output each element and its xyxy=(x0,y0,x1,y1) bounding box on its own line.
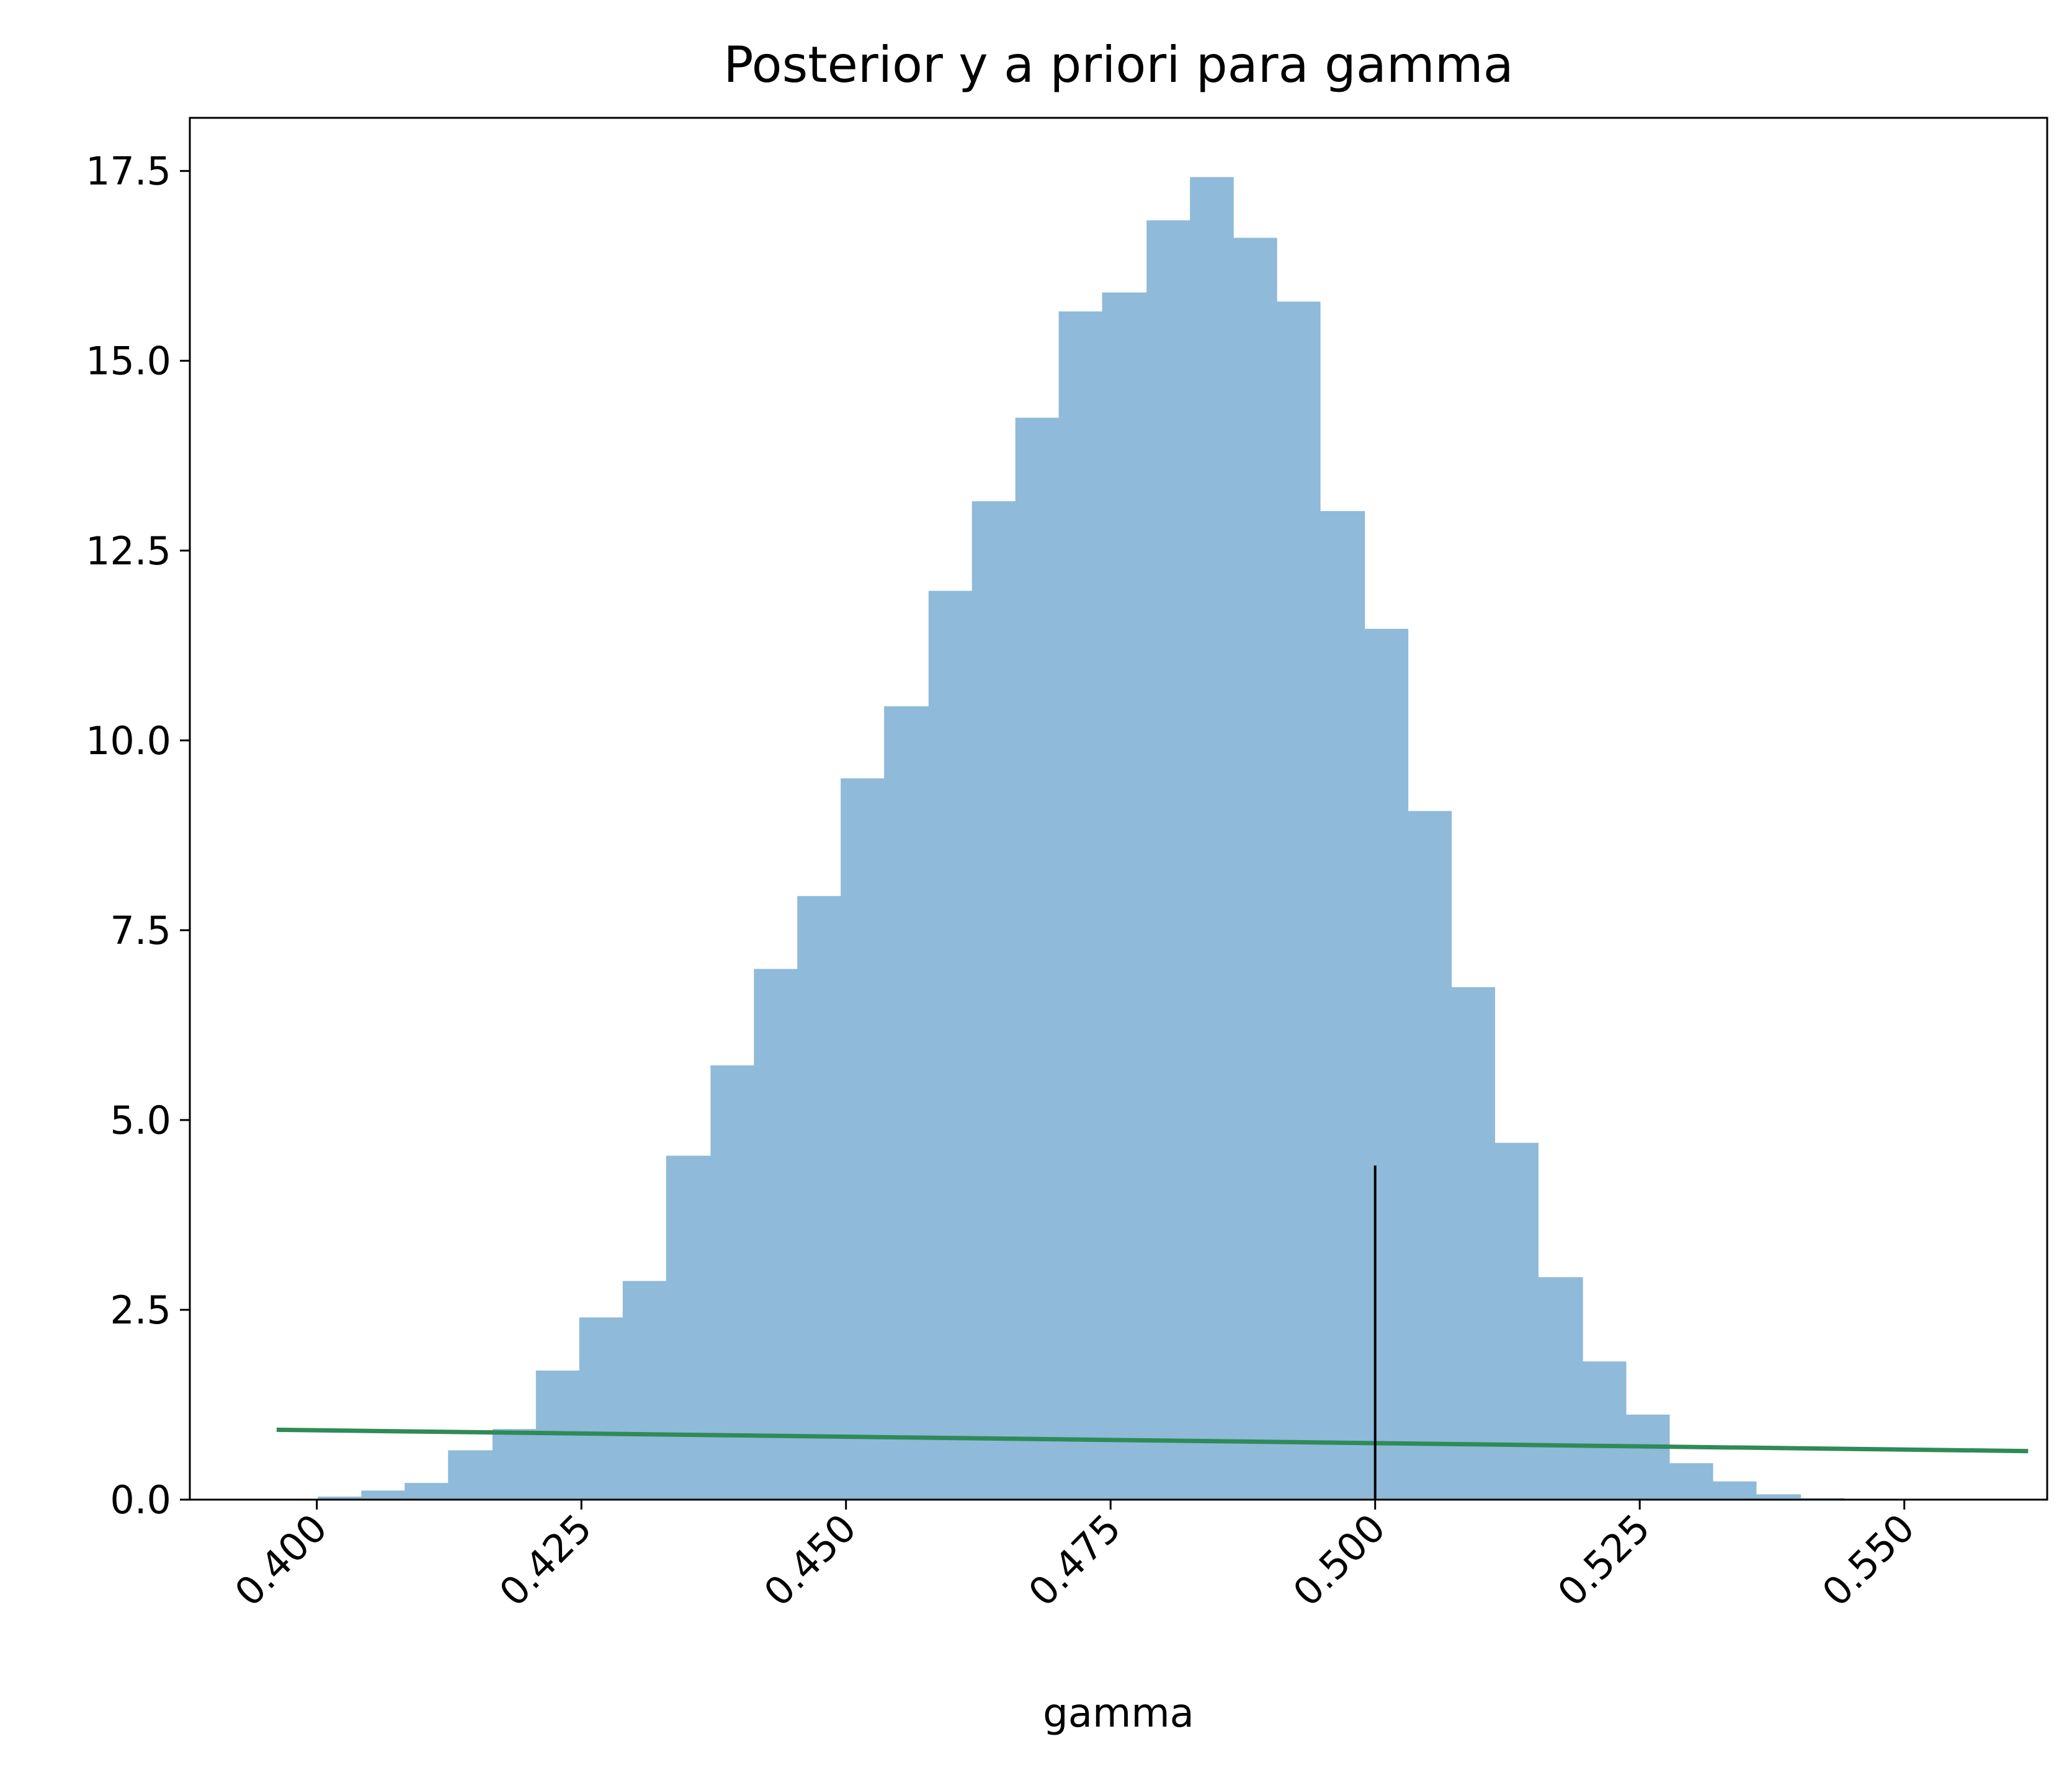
histogram-bar xyxy=(1408,811,1452,1500)
y-tick-label: 15.0 xyxy=(86,339,171,384)
y-tick-label: 17.5 xyxy=(86,149,171,194)
histogram-bar xyxy=(884,706,929,1500)
histogram-bar xyxy=(754,969,798,1500)
histogram-bar xyxy=(1015,417,1060,1500)
histogram-bar xyxy=(1712,1481,1757,1500)
prior-density-line xyxy=(276,1427,2029,1454)
histogram-bar xyxy=(710,1065,754,1500)
x-axis-label: gamma xyxy=(1043,1691,1194,1737)
histogram-bar xyxy=(1583,1361,1627,1500)
y-tick-label: 2.5 xyxy=(110,1288,171,1333)
histogram-bar xyxy=(971,501,1016,1500)
y-tick-label: 7.5 xyxy=(110,908,171,953)
histogram-bar xyxy=(1538,1277,1583,1500)
histogram-bar xyxy=(1102,292,1147,1500)
plot-frame xyxy=(189,117,2048,1501)
histogram-bar xyxy=(448,1450,493,1500)
histogram-bar xyxy=(1190,177,1234,1500)
lines-layer xyxy=(276,1165,2029,1500)
histogram-bar xyxy=(1320,511,1365,1500)
histogram-bar xyxy=(666,1155,711,1500)
histogram-bar xyxy=(492,1429,537,1500)
histogram-bar xyxy=(1669,1463,1713,1500)
histogram-bar xyxy=(1364,628,1409,1500)
histogram-bar xyxy=(841,778,885,1500)
histogram-bar xyxy=(1146,220,1190,1500)
histogram-bar xyxy=(622,1281,667,1500)
histogram-bar xyxy=(1277,301,1321,1500)
histogram-bar xyxy=(1451,987,1496,1500)
histogram-bar xyxy=(1233,238,1277,1500)
histogram-bar xyxy=(1756,1494,1802,1500)
histogram-bar xyxy=(1058,311,1103,1500)
histogram-bar xyxy=(579,1317,623,1500)
y-axis-ticks: 0.0 2.5 5.0 7.5 10.0 12.5 15.0 17.5 xyxy=(86,149,190,1523)
histogram-bar xyxy=(797,896,841,1500)
y-tick-label: 12.5 xyxy=(86,528,171,574)
y-tick-label: 10.0 xyxy=(86,718,171,763)
histogram-bar xyxy=(1494,1142,1539,1500)
y-tick-label: 0.0 xyxy=(110,1477,171,1523)
y-tick-label: 5.0 xyxy=(110,1098,171,1143)
histogram-bar xyxy=(361,1490,405,1500)
histogram-bar xyxy=(1626,1414,1670,1500)
histogram-bar xyxy=(318,1497,362,1500)
histogram-bar xyxy=(928,590,973,1500)
histogram-bars xyxy=(318,177,1888,1500)
histogram-bar xyxy=(404,1483,449,1500)
chart-title: Posterior y a priori para gamma xyxy=(723,36,1513,94)
